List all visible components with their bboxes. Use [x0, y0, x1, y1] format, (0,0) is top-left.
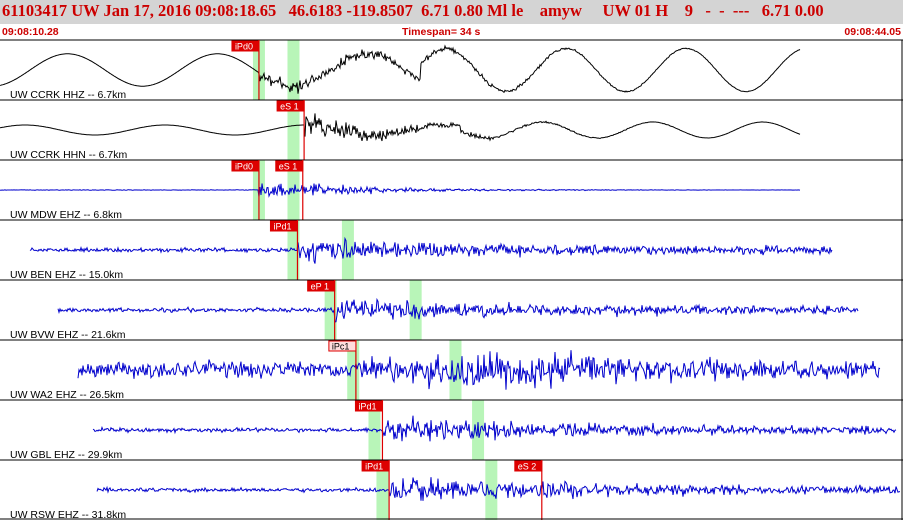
waveform-trace [29, 236, 833, 264]
waveform-trace [77, 350, 881, 390]
station-label: UW GBL EHZ -- 29.9km [10, 449, 122, 461]
pick-flag [361, 460, 390, 472]
pick-flag [354, 400, 383, 412]
pick-label: iPd0 [235, 42, 253, 52]
trace-row[interactable]: iPd0 eS 1 UW MDW EHZ -- 6.8km [0, 159, 903, 221]
pick-flag [269, 220, 298, 232]
pick-label: eS 2 [518, 462, 537, 472]
pick-label: iPd1 [358, 402, 376, 412]
phase-pick[interactable]: eS 1 [275, 160, 304, 220]
phase-pick[interactable]: iPd1 [354, 400, 384, 460]
pick-flag [514, 460, 543, 472]
event-header: 61103417 UW Jan 17, 2016 09:08:18.65 46.… [0, 0, 903, 24]
pick-flag [276, 100, 305, 112]
pick-flag [231, 40, 260, 52]
trace-row[interactable]: iPc1 UW WA2 EHZ -- 26.5km [0, 339, 903, 401]
waveform-trace [0, 44, 801, 94]
waveform-trace [92, 415, 897, 442]
pick-label: eP 1 [311, 282, 329, 292]
station-label: UW WA2 EHZ -- 26.5km [10, 389, 124, 401]
phase-pick[interactable]: iPc1 [328, 340, 357, 400]
waveform-trace [0, 183, 801, 198]
pick-label: eS 1 [279, 162, 298, 172]
phase-pick[interactable]: iPd0 [231, 40, 260, 100]
pick-window [368, 400, 381, 460]
pick-flag [307, 280, 336, 292]
phase-pick[interactable]: eS 1 [276, 100, 305, 160]
phase-pick[interactable]: eP 1 [307, 280, 336, 340]
station-label: UW RSW EHZ -- 31.8km [10, 509, 126, 520]
start-time-label: 09:08:10.28 [2, 26, 59, 38]
trace-row[interactable]: iPd0 UW CCRK HHZ -- 6.7km [0, 39, 903, 101]
pick-label: iPd1 [365, 462, 383, 472]
waveform-trace [57, 297, 859, 323]
pick-label: iPc1 [332, 342, 350, 352]
end-time-label: 09:08:44.05 [844, 26, 901, 38]
pick-flag [231, 160, 260, 172]
pick-window [287, 100, 300, 160]
phase-pick[interactable]: iPd0 [231, 160, 260, 220]
station-label: UW BVW EHZ -- 21.6km [10, 329, 126, 341]
pick-flag [328, 340, 357, 352]
pick-label: eS 1 [280, 102, 299, 112]
phase-pick[interactable]: iPd1 [269, 220, 299, 280]
station-label: UW BEN EHZ -- 15.0km [10, 269, 123, 281]
pick-window [324, 280, 337, 340]
pick-flag [275, 160, 304, 172]
trace-row[interactable]: iPd1 UW GBL EHZ -- 29.9km [0, 399, 903, 461]
time-axis-header: 09:08:10.28 Timespan= 34 s 09:08:44.05 [0, 24, 903, 39]
station-label: UW CCRK HHZ -- 6.7km [10, 89, 126, 101]
station-label: UW CCRK HHN -- 6.7km [10, 149, 128, 161]
station-label: UW MDW EHZ -- 6.8km [10, 209, 122, 221]
waveform-trace [0, 113, 801, 142]
trace-row[interactable]: eP 1 UW BVW EHZ -- 21.6km [0, 279, 903, 341]
pick-window [341, 220, 354, 280]
timespan-label: Timespan= 34 s [402, 26, 481, 38]
event-summary-line: 61103417 UW Jan 17, 2016 09:08:18.65 46.… [2, 1, 824, 20]
trace-row[interactable]: eS 1 UW CCRK HHN -- 6.7km [0, 99, 903, 161]
pick-label: iPd0 [235, 162, 253, 172]
phase-pick[interactable]: iPd1 [361, 460, 390, 520]
pick-window [449, 340, 462, 400]
trace-row[interactable]: iPd1 UW BEN EHZ -- 15.0km [0, 219, 903, 281]
phase-pick[interactable]: eS 2 [514, 460, 543, 520]
waveform-trace [96, 477, 901, 501]
trace-row[interactable]: iPd1 eS 2 UW RSW EHZ -- 31.8km [0, 459, 903, 520]
pick-label: iPd1 [273, 222, 291, 232]
